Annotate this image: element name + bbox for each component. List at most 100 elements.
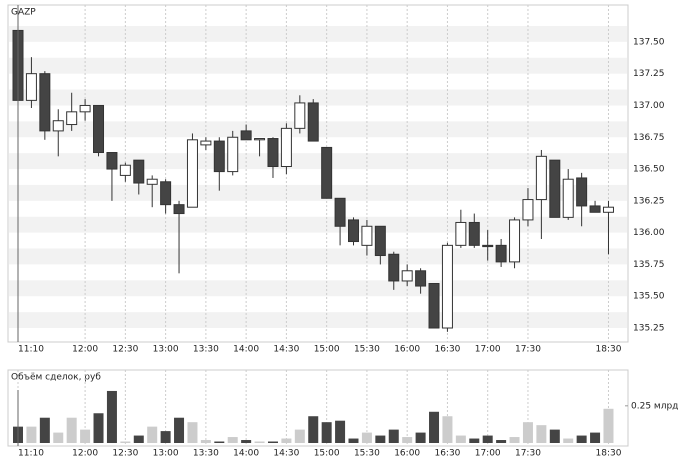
candle-body [509,219,521,263]
x-tick-label: 14:00 [233,449,259,459]
y-tick-label: 137.00 [633,101,665,111]
candle-body [133,159,145,184]
candle-body [280,127,292,168]
y-tick-label: 0.25 млрд [631,401,678,411]
candle-body [160,181,172,206]
volume-bar [160,431,171,443]
chart-title: GAZP [11,8,36,18]
x-tick-label: 16:30 [434,449,460,459]
grid-band [9,57,627,74]
candle-body [602,206,614,213]
volume-bar [563,438,574,443]
volume-bar [442,416,453,443]
x-tick-label: 17:00 [475,449,501,459]
grid-band [9,312,627,329]
candle-body [254,138,266,141]
volume-bar [66,417,77,443]
candle-body [227,136,239,173]
y-tick-label: 136.00 [633,228,665,238]
volume-bar [482,435,493,443]
candle-body [428,283,440,329]
x-tick-label: 15:00 [314,345,340,355]
volume-bar [93,413,104,443]
volume-bar [106,390,117,443]
x-tick-label: 16:00 [394,345,420,355]
y-tick-label: 135.75 [633,260,665,270]
volume-bar [455,435,466,443]
volume-bar [603,408,614,443]
volume-bar [174,417,185,443]
x-tick-label: 17:30 [515,449,541,459]
volume-bar [415,432,426,443]
candle-body [441,244,453,329]
grid-band [9,89,627,106]
y-tick-label: 137.25 [633,69,665,79]
candle-body [240,130,252,141]
volume-bar [80,429,91,443]
volume-bar [469,438,480,443]
x-tick-label: 11:10 [18,449,44,459]
candle-body [589,205,601,213]
volume-bar [576,435,587,443]
volume-bar [348,438,359,443]
x-tick-label: 14:30 [273,449,299,459]
candle-body [307,102,319,142]
candle-body [200,140,212,146]
volume-bar [321,422,332,443]
volume-bar [361,432,372,443]
candle-body [173,204,185,215]
candle-body [495,244,507,263]
candle-body [388,253,400,282]
volume-bar [147,426,158,443]
y-tick-label: 135.50 [633,292,665,302]
volume-bar [281,438,292,443]
candle-body [25,73,37,101]
volume-bar [26,426,37,443]
volume-bar [536,425,547,443]
volume-bar [133,435,144,443]
x-tick-label: 13:30 [193,345,219,355]
candle-body [576,177,588,207]
volume-bar [187,422,198,443]
y-tick-label: 136.75 [633,133,665,143]
candle-body [374,225,386,257]
volume-bar [590,432,601,443]
x-tick-label: 14:00 [233,345,259,355]
candle-body [348,219,359,243]
y-tick-label: 137.50 [633,37,665,47]
x-tick-label: 18:30 [596,345,622,355]
candle-body [93,104,105,154]
x-tick-label: 14:30 [273,345,299,355]
x-tick-label: 15:30 [354,345,380,355]
volume-title: Объём сделок, руб [11,373,101,383]
volume-bar [294,429,305,443]
candle-body [52,120,64,132]
x-tick-label: 17:00 [475,345,501,355]
candle-body [39,73,51,132]
candle-body [146,178,158,185]
candle-body [361,225,373,246]
volume-bar [402,437,413,443]
volume-bar [429,411,440,443]
x-tick-label: 17:30 [515,345,541,355]
volume-bar [335,420,346,443]
candle-body [294,102,306,129]
candle-body [401,270,413,282]
x-tick-label: 12:00 [72,449,98,459]
volume-bar [522,422,533,443]
volume-bar [214,441,225,443]
x-tick-label: 12:30 [112,449,138,459]
x-tick-label: 13:00 [153,345,179,355]
volume-bar [227,437,238,443]
volume-bar [200,440,211,443]
volume-bar [388,429,399,443]
candle-body [482,244,494,248]
candle-body [267,138,279,168]
candle-body [535,155,547,201]
candle-body [321,146,333,199]
x-tick-label: 15:00 [314,449,340,459]
volume-bar [496,440,507,443]
volume-bar [241,440,252,443]
candle-body [213,140,225,173]
volume-bar [254,441,265,443]
